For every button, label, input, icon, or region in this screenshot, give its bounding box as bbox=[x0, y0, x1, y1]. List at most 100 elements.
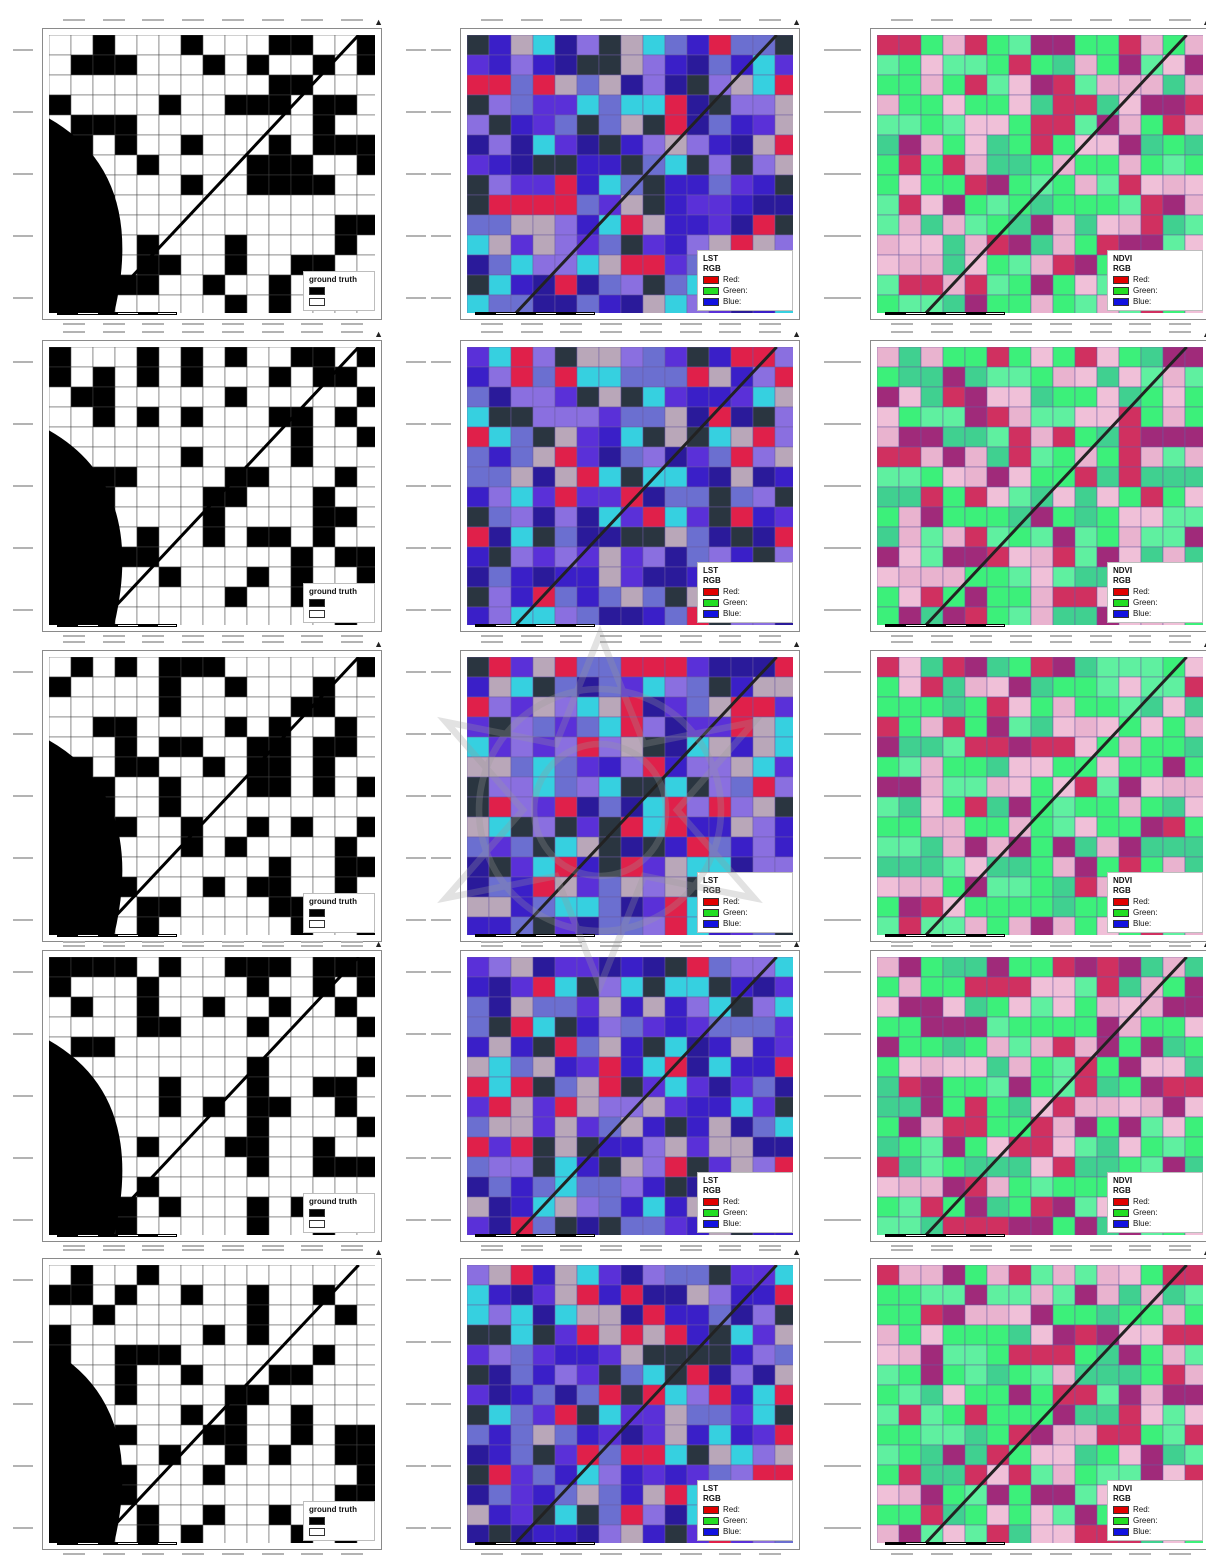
tick-mark bbox=[142, 941, 165, 943]
legend-row: Green: bbox=[1113, 597, 1197, 608]
tick-mark bbox=[13, 671, 33, 673]
legend-row bbox=[309, 1515, 369, 1526]
tick-mark bbox=[431, 111, 451, 113]
tick-mark bbox=[970, 1245, 993, 1247]
tick-mark bbox=[301, 941, 324, 943]
legend-row: Blue: bbox=[1113, 296, 1197, 307]
legend-band-label: Red: bbox=[1133, 896, 1150, 906]
scale-bar bbox=[475, 624, 595, 627]
tick-mark bbox=[1168, 941, 1191, 943]
tick-mark bbox=[758, 635, 781, 637]
north-arrow-icon: ▲ bbox=[792, 329, 801, 339]
tick-mark bbox=[1010, 1249, 1033, 1251]
tick-mark bbox=[406, 547, 426, 549]
coordinate-ticks bbox=[891, 945, 1191, 950]
tick-mark bbox=[13, 1033, 33, 1035]
tick-mark bbox=[560, 941, 583, 943]
tick-mark bbox=[13, 49, 33, 51]
legend-swatch bbox=[1113, 1219, 1129, 1228]
tick-mark bbox=[13, 1403, 33, 1405]
tick-mark bbox=[481, 19, 503, 21]
legend-swatch bbox=[309, 908, 325, 917]
tick-mark bbox=[182, 635, 205, 637]
tick-mark bbox=[340, 635, 363, 637]
legend-row: Green: bbox=[703, 597, 787, 608]
tick-mark bbox=[182, 641, 205, 643]
coordinate-ticks bbox=[431, 361, 451, 611]
tick-mark bbox=[431, 485, 451, 487]
tick-mark bbox=[340, 1553, 363, 1555]
map-legend: NDVI RGB Red: Green: Blue: bbox=[1107, 562, 1203, 623]
tick-mark bbox=[930, 1245, 953, 1247]
tick-mark bbox=[221, 19, 244, 21]
tick-mark bbox=[406, 919, 426, 921]
tick-mark bbox=[758, 1245, 781, 1247]
scale-bar-icon bbox=[469, 305, 601, 317]
tick-mark bbox=[824, 795, 844, 797]
tick-mark bbox=[824, 111, 844, 113]
tick-mark bbox=[930, 323, 953, 325]
map-legend: NDVI RGB Red: Green: Blue: bbox=[1107, 872, 1203, 933]
legend-swatch bbox=[1113, 587, 1129, 596]
tick-mark bbox=[970, 1249, 993, 1251]
legend-title: NDVI bbox=[1113, 876, 1133, 885]
tick-mark bbox=[431, 173, 451, 175]
ground-truth-map: ▲ ground truth bbox=[13, 329, 426, 637]
coordinate-ticks bbox=[891, 1249, 1191, 1254]
legend-title: LST bbox=[703, 876, 719, 885]
tick-mark bbox=[841, 111, 861, 113]
tick-mark bbox=[1010, 635, 1033, 637]
tick-mark bbox=[841, 609, 861, 611]
coordinate-ticks bbox=[63, 941, 363, 946]
tick-mark bbox=[560, 19, 583, 21]
tick-mark bbox=[841, 971, 861, 973]
coordinate-ticks bbox=[406, 361, 426, 611]
tick-mark bbox=[930, 1553, 953, 1555]
legend-row bbox=[309, 907, 369, 918]
tick-mark bbox=[824, 1341, 844, 1343]
coordinate-ticks bbox=[824, 1279, 844, 1529]
tick-mark bbox=[63, 1249, 85, 1251]
tick-mark bbox=[63, 1245, 85, 1247]
tick-mark bbox=[102, 945, 125, 947]
legend-row: Green: bbox=[703, 1207, 787, 1218]
coordinate-ticks bbox=[841, 49, 861, 299]
tick-mark bbox=[261, 641, 284, 643]
tick-mark bbox=[13, 795, 33, 797]
tick-mark bbox=[301, 1553, 324, 1555]
tick-mark bbox=[431, 971, 451, 973]
legend-row: Green: bbox=[1113, 1515, 1197, 1526]
legend-row: Blue: bbox=[703, 608, 787, 619]
tick-mark bbox=[1010, 941, 1033, 943]
tick-mark bbox=[824, 173, 844, 175]
tick-mark bbox=[102, 19, 125, 21]
legend-swatch bbox=[1113, 297, 1129, 306]
tick-mark bbox=[301, 331, 324, 333]
tick-mark bbox=[431, 361, 451, 363]
tick-mark bbox=[301, 323, 324, 325]
legend-row bbox=[309, 296, 369, 307]
coordinate-ticks bbox=[63, 1245, 363, 1250]
tick-mark bbox=[600, 1553, 623, 1555]
tick-mark bbox=[520, 1245, 543, 1247]
legend-row bbox=[309, 918, 369, 929]
tick-mark bbox=[970, 641, 993, 643]
tick-mark bbox=[182, 19, 205, 21]
coordinate-ticks bbox=[841, 361, 861, 611]
tick-mark bbox=[824, 1157, 844, 1159]
map-image bbox=[467, 1265, 793, 1543]
scale-bar-icon bbox=[879, 617, 1011, 629]
legend-swatch bbox=[703, 1219, 719, 1228]
legend-row bbox=[309, 597, 369, 608]
tick-mark bbox=[431, 297, 451, 299]
tick-mark bbox=[481, 1553, 503, 1555]
scale-bar bbox=[475, 312, 595, 315]
coordinate-ticks bbox=[13, 49, 33, 299]
tick-mark bbox=[679, 635, 702, 637]
scale-bar-icon bbox=[51, 617, 183, 629]
tick-mark bbox=[182, 323, 205, 325]
ground-truth-map: ▲ ground truth bbox=[13, 639, 426, 947]
